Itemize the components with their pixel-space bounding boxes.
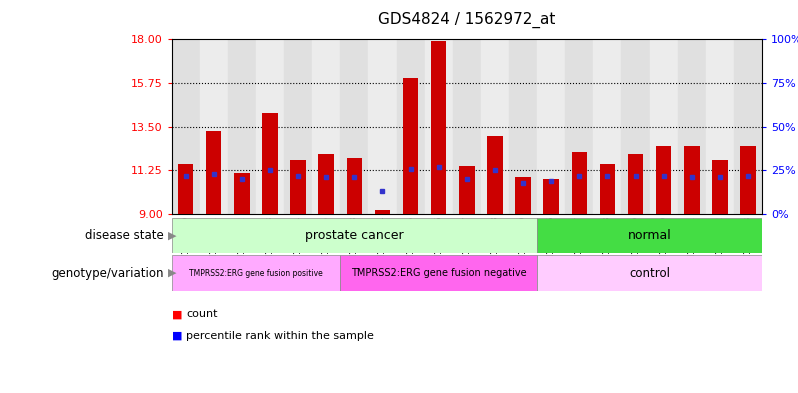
- Bar: [628, 154, 643, 214]
- Bar: [397, 39, 425, 214]
- Text: control: control: [629, 266, 670, 280]
- Bar: [712, 160, 728, 214]
- Bar: [234, 173, 250, 214]
- Text: ▶: ▶: [168, 231, 176, 241]
- Text: TMPRSS2:ERG gene fusion positive: TMPRSS2:ERG gene fusion positive: [189, 269, 323, 277]
- Bar: [200, 39, 227, 214]
- Text: GDS4824 / 1562972_at: GDS4824 / 1562972_at: [378, 12, 555, 28]
- Bar: [537, 39, 565, 214]
- Text: count: count: [186, 309, 217, 320]
- Bar: [509, 39, 537, 214]
- Text: ■: ■: [172, 309, 182, 320]
- Bar: [741, 146, 756, 214]
- Bar: [284, 39, 312, 214]
- Bar: [178, 163, 193, 214]
- Text: disease state: disease state: [85, 229, 164, 242]
- Bar: [369, 39, 397, 214]
- Bar: [375, 210, 390, 214]
- Bar: [706, 39, 734, 214]
- Bar: [312, 39, 340, 214]
- Bar: [290, 160, 306, 214]
- Bar: [425, 39, 452, 214]
- Bar: [172, 255, 340, 291]
- Bar: [537, 255, 762, 291]
- Bar: [481, 39, 509, 214]
- Bar: [684, 146, 700, 214]
- Bar: [459, 165, 475, 214]
- Bar: [206, 130, 222, 214]
- Text: ■: ■: [172, 331, 182, 341]
- Text: ▶: ▶: [168, 268, 176, 278]
- Bar: [172, 39, 200, 214]
- Bar: [452, 39, 481, 214]
- Bar: [227, 39, 256, 214]
- Bar: [172, 218, 537, 253]
- Text: TMPRSS2:ERG gene fusion negative: TMPRSS2:ERG gene fusion negative: [351, 268, 527, 278]
- Bar: [340, 39, 369, 214]
- Bar: [403, 78, 418, 214]
- Bar: [678, 39, 706, 214]
- Bar: [340, 255, 537, 291]
- Text: prostate cancer: prostate cancer: [305, 229, 404, 242]
- Bar: [650, 39, 678, 214]
- Bar: [594, 39, 622, 214]
- Bar: [488, 136, 503, 214]
- Bar: [599, 163, 615, 214]
- Bar: [256, 39, 284, 214]
- Text: normal: normal: [628, 229, 671, 242]
- Bar: [318, 154, 334, 214]
- Bar: [263, 113, 278, 214]
- Bar: [346, 158, 362, 214]
- Bar: [656, 146, 671, 214]
- Bar: [622, 39, 650, 214]
- Text: percentile rank within the sample: percentile rank within the sample: [186, 331, 373, 341]
- Bar: [565, 39, 594, 214]
- Bar: [537, 218, 762, 253]
- Bar: [571, 152, 587, 214]
- Text: genotype/variation: genotype/variation: [51, 266, 164, 280]
- Bar: [543, 179, 559, 214]
- Bar: [734, 39, 762, 214]
- Bar: [431, 41, 446, 214]
- Bar: [516, 177, 531, 214]
